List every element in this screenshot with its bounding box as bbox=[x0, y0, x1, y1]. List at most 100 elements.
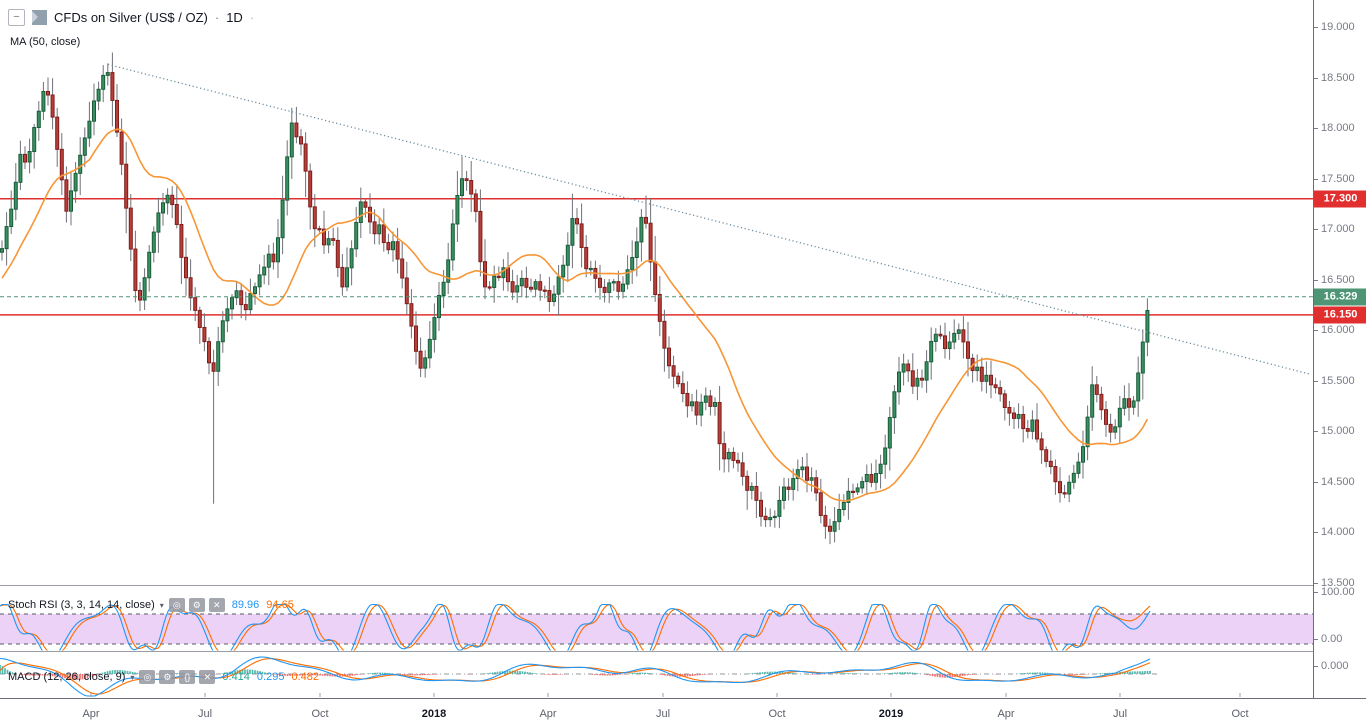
symbol-title[interactable]: CFDs on Silver (US$ / OZ) bbox=[54, 10, 208, 25]
candle bbox=[741, 463, 744, 476]
stoch-band bbox=[0, 614, 1313, 644]
candle bbox=[576, 219, 579, 224]
macd-histogram-bar bbox=[839, 673, 841, 674]
interval-label[interactable]: 1D bbox=[226, 10, 243, 25]
candle bbox=[1091, 385, 1094, 417]
close-icon[interactable]: ✕ bbox=[199, 670, 215, 684]
candle bbox=[341, 267, 344, 286]
candle bbox=[723, 444, 726, 459]
macd-histogram-bar bbox=[924, 674, 926, 675]
candle bbox=[727, 452, 730, 458]
candle bbox=[189, 278, 192, 298]
braces-icon[interactable]: {} bbox=[179, 670, 195, 684]
candle bbox=[185, 257, 188, 277]
candle bbox=[106, 73, 109, 76]
eye-icon[interactable]: ◎ bbox=[169, 598, 185, 612]
eye-icon[interactable]: ◎ bbox=[139, 670, 155, 684]
candle bbox=[1105, 410, 1108, 425]
macd-histogram-bar bbox=[854, 673, 856, 674]
macd-histogram-bar bbox=[1134, 671, 1136, 674]
candle bbox=[953, 333, 956, 342]
candle bbox=[295, 123, 298, 137]
candle bbox=[286, 157, 289, 200]
macd-label[interactable]: MACD (12, 26, close, 9) bbox=[8, 671, 125, 683]
macd-histogram-bar bbox=[649, 673, 651, 674]
gear-icon[interactable]: ⚙ bbox=[189, 598, 205, 612]
macd-histogram-bar bbox=[897, 672, 899, 674]
candle bbox=[1072, 473, 1075, 482]
gear-icon[interactable]: ⚙ bbox=[159, 670, 175, 684]
macd-histogram-bar bbox=[497, 672, 499, 674]
macd-histogram-bar bbox=[852, 673, 854, 674]
candle bbox=[888, 418, 891, 448]
candle bbox=[980, 367, 983, 381]
candle bbox=[221, 321, 224, 342]
candle bbox=[97, 89, 100, 101]
macd-histogram-bar bbox=[1082, 674, 1084, 675]
candle bbox=[479, 211, 482, 261]
candle bbox=[691, 402, 694, 406]
candle bbox=[861, 482, 864, 488]
time-label-Oct: Oct bbox=[311, 708, 328, 720]
candle bbox=[884, 448, 887, 464]
price-badge-16.329: 16.329 bbox=[1314, 288, 1366, 305]
macd-histogram-bar bbox=[964, 674, 966, 676]
candle bbox=[1077, 462, 1080, 473]
macd-histogram-bar bbox=[767, 672, 769, 674]
ma-legend[interactable]: MA (50, close) bbox=[10, 36, 80, 48]
macd-histogram-bar bbox=[554, 674, 556, 675]
candle bbox=[824, 515, 827, 526]
collapse-legend-icon[interactable]: − bbox=[8, 9, 25, 26]
candle bbox=[244, 305, 247, 310]
macd-histogram-bar bbox=[1022, 673, 1024, 674]
macd-histogram-bar bbox=[792, 673, 794, 674]
macd-histogram-bar bbox=[522, 671, 524, 674]
candle bbox=[806, 467, 809, 480]
candle bbox=[944, 336, 947, 349]
candle bbox=[525, 278, 528, 287]
candle bbox=[539, 282, 542, 290]
macd-histogram-bar bbox=[959, 674, 961, 676]
candle bbox=[267, 254, 270, 267]
candle bbox=[732, 452, 735, 460]
candle bbox=[37, 111, 40, 127]
macd-histogram-bar bbox=[382, 673, 384, 674]
candle bbox=[907, 364, 910, 371]
stoch-rsi-label[interactable]: Stoch RSI (3, 3, 14, 14, close) bbox=[8, 599, 155, 611]
candle bbox=[677, 376, 680, 383]
candle bbox=[640, 217, 643, 242]
macd-histogram-bar bbox=[519, 671, 521, 674]
candle bbox=[842, 502, 845, 509]
candle bbox=[530, 287, 533, 289]
macd-histogram-bar bbox=[1074, 674, 1076, 675]
candle bbox=[175, 205, 178, 225]
stoch-k-value: 89.96 bbox=[232, 599, 260, 611]
time-label-Oct: Oct bbox=[768, 708, 785, 720]
macd-histogram-bar bbox=[842, 673, 844, 674]
candle bbox=[162, 203, 165, 213]
candle bbox=[1045, 450, 1048, 462]
macd-histogram-bar bbox=[634, 673, 636, 674]
macd-histogram-bar bbox=[597, 674, 599, 675]
candle bbox=[934, 334, 937, 341]
candle bbox=[405, 278, 408, 304]
chevron-down-icon[interactable]: ▾ bbox=[160, 601, 164, 610]
descending-trendline[interactable] bbox=[108, 64, 1311, 374]
time-label-Apr: Apr bbox=[539, 708, 556, 720]
candle bbox=[93, 101, 96, 121]
macd-histogram-bar bbox=[322, 674, 324, 676]
candle bbox=[369, 207, 372, 222]
candle bbox=[1132, 401, 1135, 407]
candle bbox=[1118, 408, 1121, 427]
close-icon[interactable]: ✕ bbox=[209, 598, 225, 612]
indicator-tick-label: 0.00 bbox=[1321, 633, 1342, 645]
chart-pane-area[interactable] bbox=[0, 0, 1366, 702]
macd-histogram-bar bbox=[1069, 674, 1071, 675]
chevron-down-icon[interactable]: ▾ bbox=[130, 673, 134, 682]
macd-histogram-bar bbox=[844, 673, 846, 674]
candlestick-series[interactable] bbox=[1, 53, 1149, 545]
candle bbox=[5, 227, 8, 249]
time-label-Oct: Oct bbox=[1231, 708, 1248, 720]
